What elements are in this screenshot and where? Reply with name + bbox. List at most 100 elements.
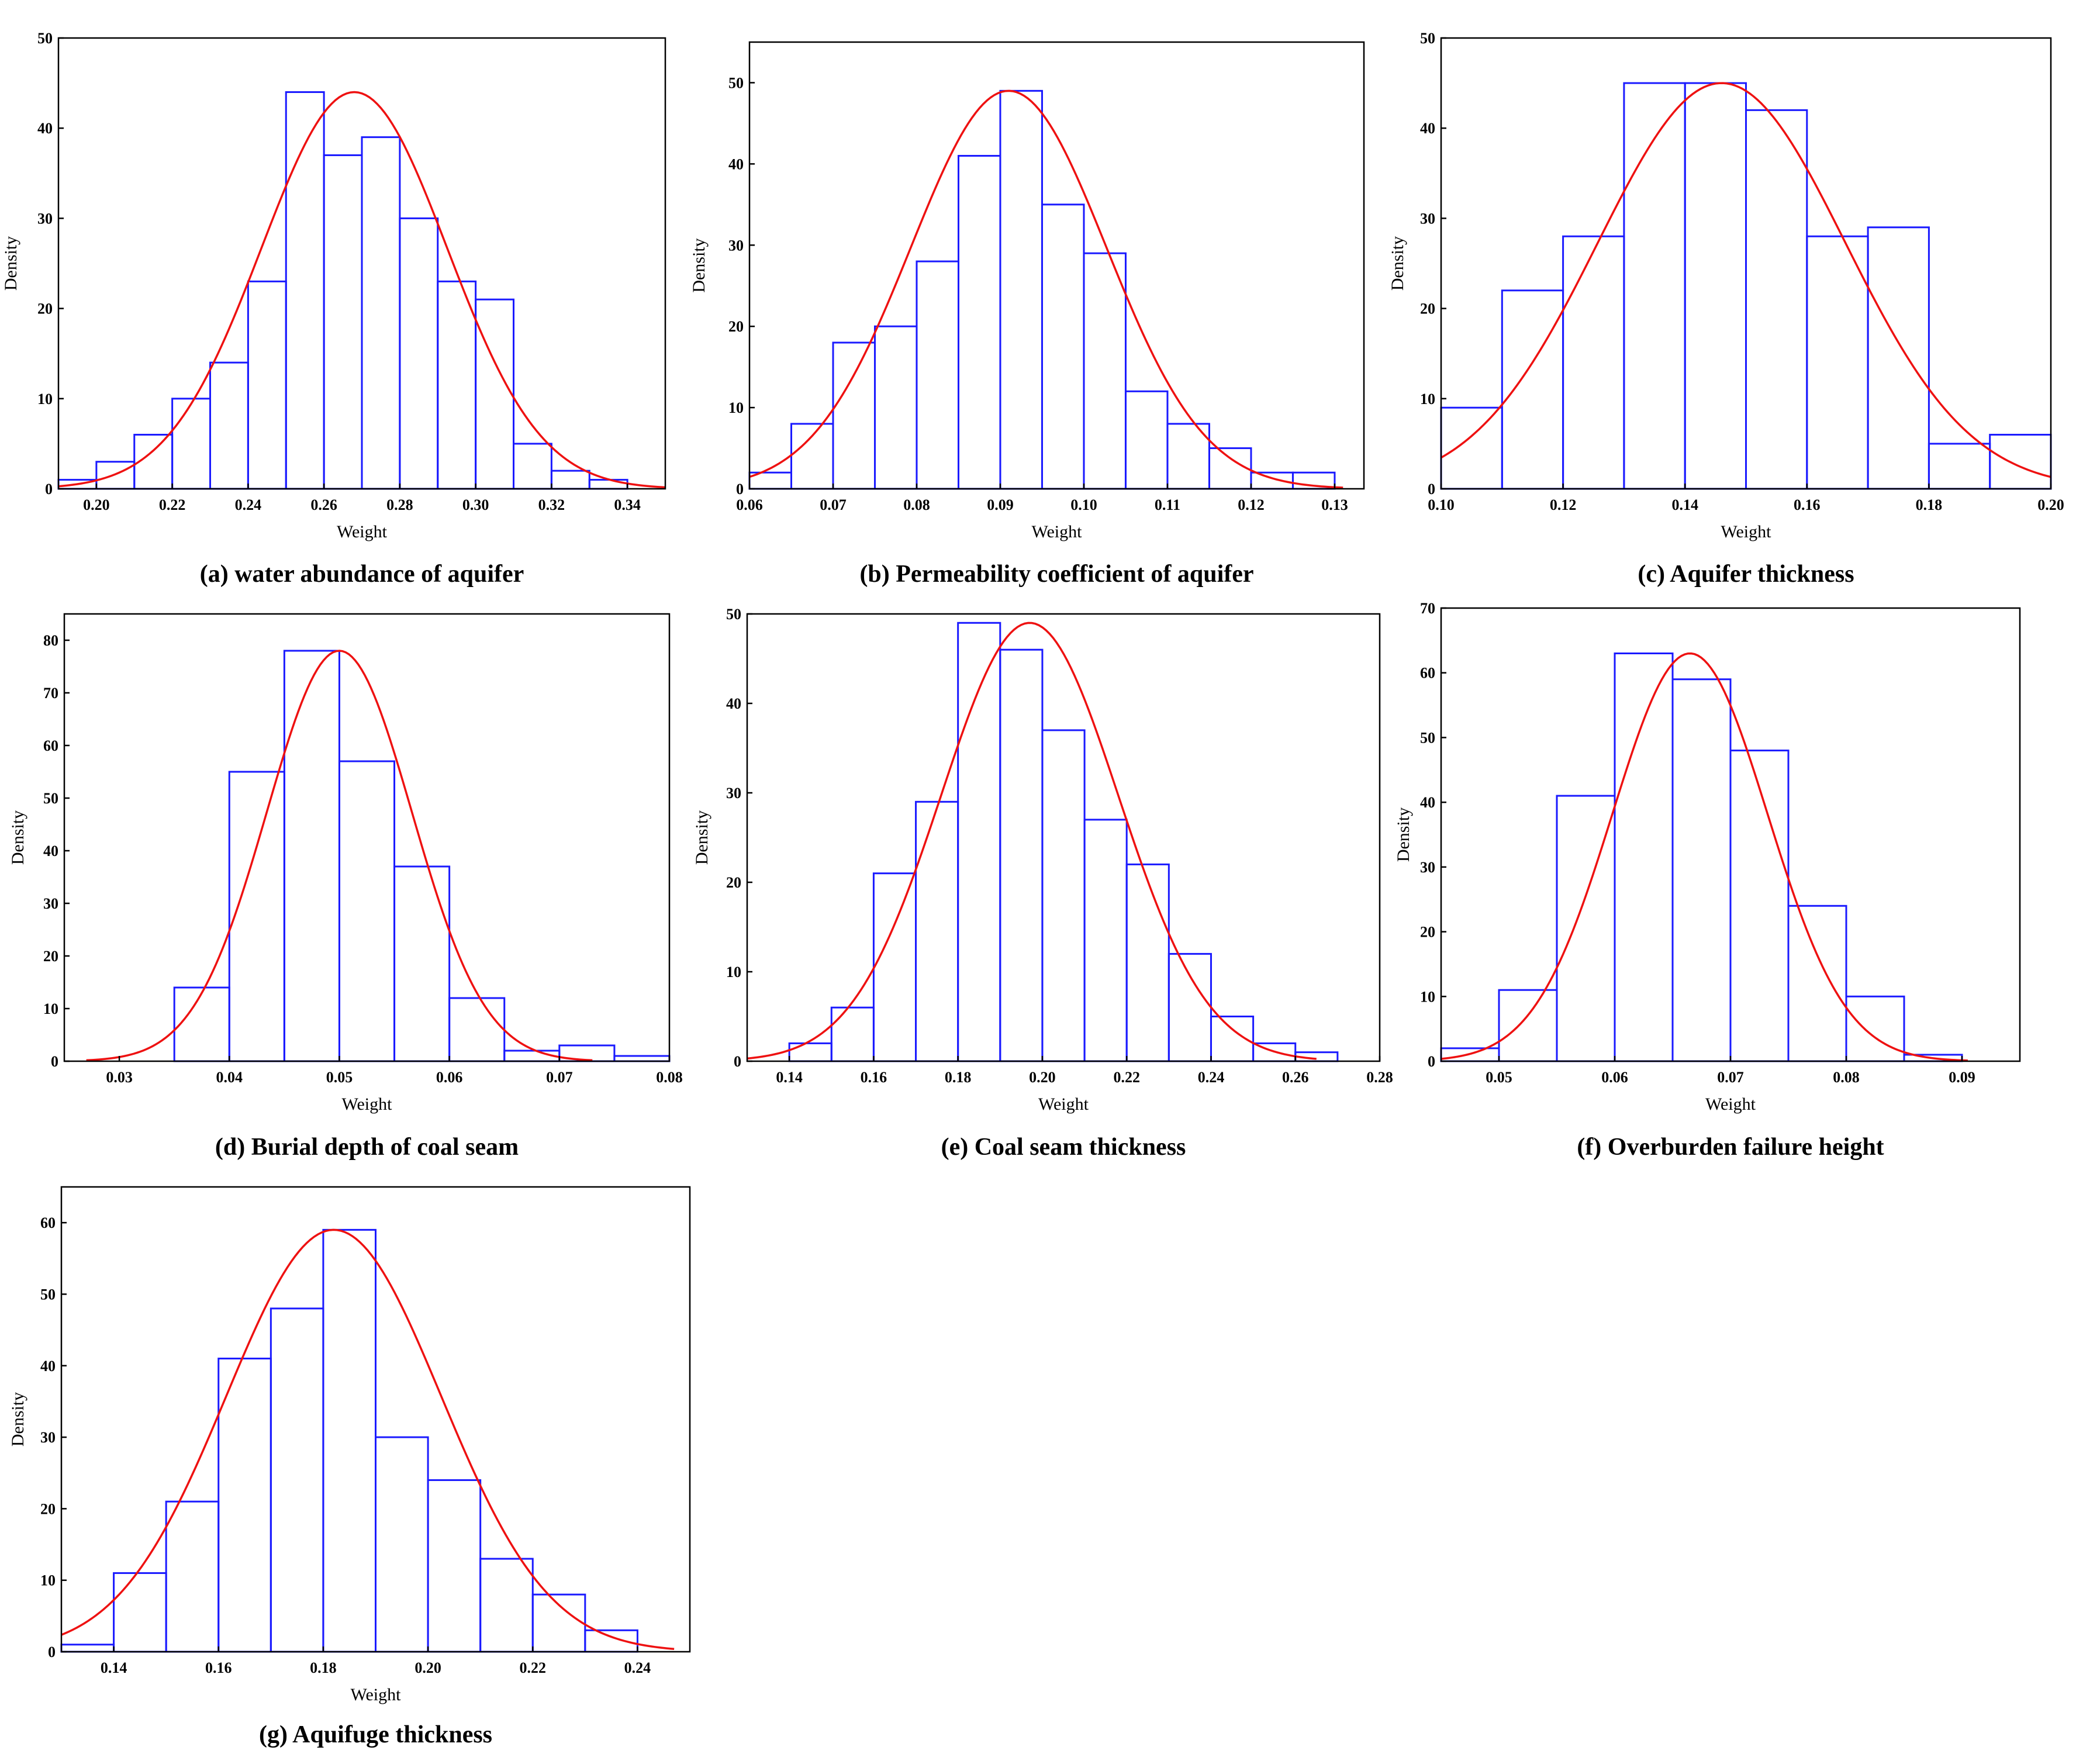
- histogram-bar: [113, 1572, 167, 1653]
- histogram-bar: [1125, 863, 1170, 1062]
- x-tick-label: 0.06: [1601, 1069, 1628, 1086]
- x-tick-label: 0.07: [820, 496, 847, 513]
- y-tick-label: 40: [728, 156, 744, 172]
- y-tick-label: 20: [726, 874, 741, 891]
- histogram-bar: [1787, 905, 1847, 1062]
- y-tick-label: 50: [43, 790, 58, 807]
- x-axis-label: Weight: [337, 522, 388, 541]
- y-tick-label: 40: [1420, 120, 1435, 137]
- histogram-bar: [873, 325, 918, 490]
- x-tick-label: 0.06: [736, 496, 763, 513]
- x-tick-label: 0.05: [326, 1069, 353, 1086]
- x-tick-label: 0.20: [414, 1659, 441, 1676]
- histogram-bar: [790, 423, 834, 490]
- y-tick-label: 30: [37, 210, 53, 227]
- panel-caption: (g) Aquifuge thickness: [259, 1721, 492, 1748]
- histogram-bar: [171, 398, 211, 490]
- histogram-bar: [916, 260, 959, 490]
- y-tick-label: 30: [1420, 210, 1435, 227]
- histogram-bar: [60, 1644, 115, 1653]
- y-tick-label: 70: [43, 685, 58, 702]
- histogram-bar: [1614, 653, 1674, 1062]
- histogram-bar: [322, 1228, 377, 1653]
- y-tick-label: 40: [726, 695, 741, 712]
- plot-frame: [746, 613, 1381, 1062]
- panel-caption: (b) Permeability coefficient of aquifer: [859, 561, 1253, 588]
- y-tick-label: 30: [1420, 859, 1435, 876]
- y-tick-label: 50: [1420, 729, 1435, 746]
- histogram-bar: [173, 986, 230, 1062]
- histogram-bar: [228, 771, 285, 1062]
- histogram-bar: [283, 650, 340, 1062]
- y-tick-label: 40: [1420, 794, 1435, 811]
- histogram-bar: [1845, 995, 1905, 1062]
- plot-frame: [748, 41, 1365, 490]
- x-tick-label: 0.24: [624, 1659, 651, 1676]
- y-tick-label: 10: [40, 1572, 56, 1589]
- chart-panel-g: 0.14 0.16 0.18 0.20 0.22 0.24 0 10 20 30 40 50 60 Wei…: [8, 1186, 691, 1748]
- y-tick-label: 50: [728, 74, 744, 91]
- y-tick-label: 10: [1420, 988, 1435, 1005]
- x-tick-label: 0.22: [520, 1659, 547, 1676]
- x-tick-label: 0.18: [945, 1069, 972, 1086]
- x-axis-label: Weight: [1032, 522, 1083, 541]
- histogram-bar: [338, 760, 396, 1062]
- y-tick-label: 20: [1420, 301, 1435, 317]
- y-tick-label: 0: [48, 1644, 56, 1661]
- x-tick-label: 0.08: [1833, 1069, 1860, 1086]
- histogram-bar: [872, 872, 917, 1062]
- histogram-bar: [270, 1307, 324, 1653]
- chart-panel-e: 0.14 0.16 0.18 0.20 0.22 0.24 0.26 0.28 0 10 20 30 4…: [692, 606, 1393, 1161]
- histogram-bar: [1041, 729, 1086, 1062]
- x-tick-label: 0.04: [216, 1069, 243, 1086]
- y-tick-label: 20: [1420, 924, 1435, 941]
- x-tick-label: 0.28: [1366, 1069, 1393, 1086]
- y-tick-label: 60: [1420, 665, 1435, 682]
- x-tick-label: 0.20: [83, 496, 110, 513]
- y-tick-label: 50: [37, 30, 53, 47]
- histogram-bar: [165, 1500, 220, 1653]
- y-tick-label: 20: [40, 1500, 56, 1517]
- histogram-bar: [1440, 406, 1503, 490]
- x-tick-label: 0.14: [101, 1659, 127, 1676]
- y-axis-label: Density: [1388, 236, 1407, 291]
- histogram-bar: [584, 1629, 638, 1653]
- histogram-bar: [393, 865, 451, 1062]
- x-tick-label: 0.30: [462, 496, 489, 513]
- histogram-bar: [830, 1006, 875, 1062]
- histogram-bar: [1124, 390, 1169, 490]
- x-tick-label: 0.14: [1671, 496, 1698, 513]
- histogram-bar: [209, 361, 249, 490]
- histogram-bar: [217, 1358, 272, 1653]
- y-tick-label: 70: [1420, 600, 1435, 617]
- y-tick-label: 0: [1428, 481, 1435, 498]
- histogram-bar: [1501, 289, 1564, 490]
- x-tick-label: 0.18: [310, 1659, 337, 1676]
- y-tick-label: 10: [726, 964, 741, 981]
- histogram-bar: [479, 1558, 534, 1653]
- y-tick-label: 50: [40, 1286, 56, 1303]
- y-tick-label: 0: [736, 481, 744, 498]
- y-tick-label: 60: [40, 1214, 56, 1231]
- x-axis-label: Weight: [1038, 1095, 1089, 1114]
- histogram-bar: [475, 298, 514, 490]
- x-tick-label: 0.16: [861, 1069, 887, 1086]
- x-tick-label: 0.34: [614, 496, 641, 513]
- y-axis-label: Density: [8, 1392, 27, 1447]
- plot-frame: [63, 613, 671, 1062]
- histogram-bar: [1671, 678, 1732, 1062]
- x-axis-label: Weight: [1705, 1095, 1756, 1114]
- x-tick-label: 0.26: [310, 496, 337, 513]
- y-tick-label: 10: [728, 399, 744, 416]
- x-tick-label: 0.24: [1198, 1069, 1225, 1086]
- plot-frame: [1440, 37, 2052, 490]
- histogram-bar: [531, 1593, 586, 1653]
- histogram-bar: [1806, 235, 1869, 490]
- x-tick-label: 0.24: [235, 496, 262, 513]
- x-tick-label: 0.13: [1321, 496, 1348, 513]
- histogram-bar: [999, 648, 1044, 1062]
- chart-panel-d: 0.03 0.04 0.05 0.06 0.07 0.08 0 10 20 30 40 50 60 70 8…: [8, 613, 683, 1161]
- histogram-bar: [1989, 433, 2052, 490]
- normal-fit-curve: [749, 89, 1343, 489]
